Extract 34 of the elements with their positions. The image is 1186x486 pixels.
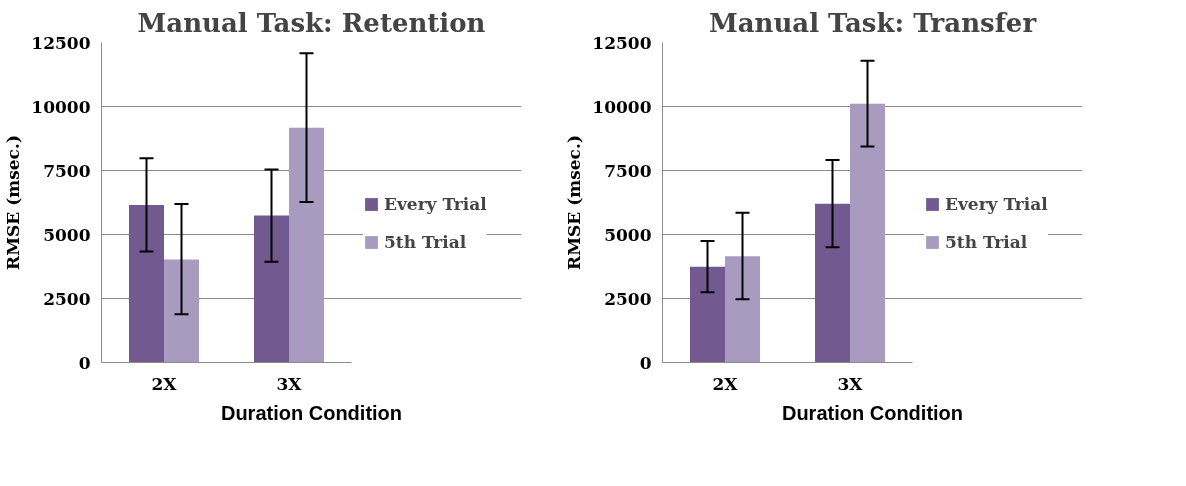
chart-title: Manual Task: Transfer: [708, 7, 1037, 38]
bar: [815, 203, 850, 363]
chart-title: Manual Task: Retention: [137, 7, 486, 38]
y-tick-label: 5000: [43, 224, 91, 245]
legend-label: 5th Trial: [384, 232, 467, 252]
y-tick-label: 2500: [43, 288, 91, 309]
bar: [129, 205, 164, 363]
bar: [289, 127, 324, 363]
x-axis-title: Duration Condition: [781, 401, 964, 424]
x-tick-label: 2X: [151, 373, 178, 394]
bar: [690, 266, 725, 363]
legend-label: Every Trial: [945, 194, 1048, 214]
y-tick-label: 7500: [43, 160, 91, 181]
y-tick-label: 7500: [604, 160, 652, 181]
y-axis-title: RMSE (msec.): [3, 135, 24, 270]
bar: [164, 259, 199, 363]
y-tick-label: 10000: [31, 96, 91, 117]
x-axis-title: Duration Condition: [220, 401, 403, 424]
y-tick-label: 0: [78, 352, 91, 373]
x-tick-label: 3X: [837, 373, 864, 394]
legend-label: 5th Trial: [945, 232, 1028, 252]
y-tick-label: 12500: [31, 32, 91, 53]
bar: [254, 215, 289, 363]
y-tick-label: 10000: [592, 96, 652, 117]
y-tick-label: 5000: [604, 224, 652, 245]
x-tick-label: 3X: [276, 373, 303, 394]
bar: [725, 256, 760, 363]
legend-label: Every Trial: [384, 194, 487, 214]
bar: [850, 103, 885, 363]
y-axis-title: RMSE (msec.): [564, 135, 585, 270]
x-tick-label: 2X: [712, 373, 739, 394]
y-tick-label: 0: [639, 352, 652, 373]
y-tick-label: 2500: [604, 288, 652, 309]
y-tick-label: 12500: [592, 32, 652, 53]
